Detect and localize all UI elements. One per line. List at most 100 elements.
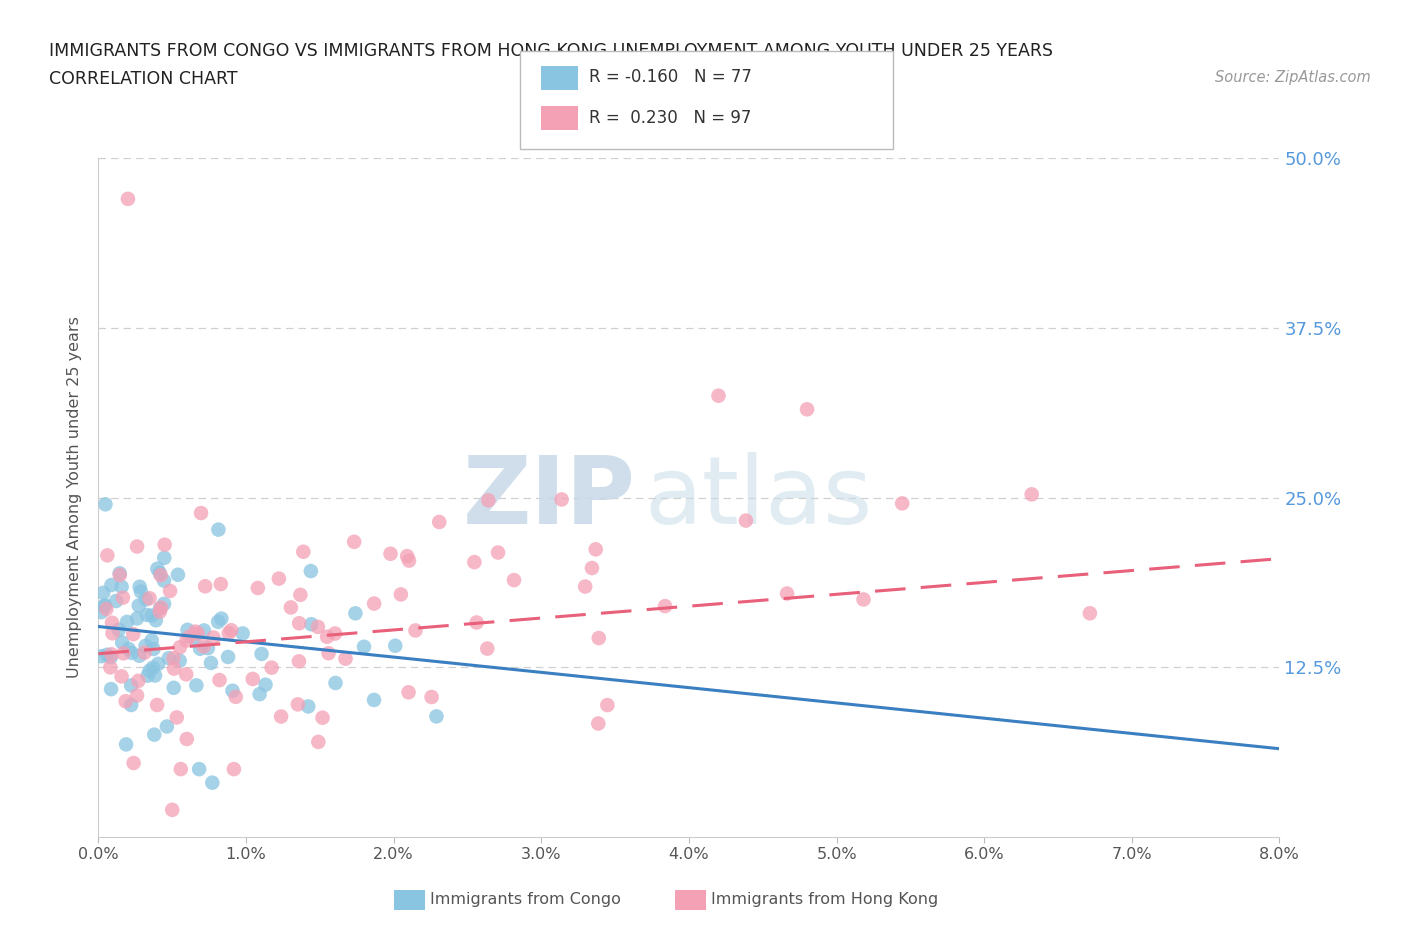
Point bbox=[141, 633, 163, 648]
Point bbox=[176, 732, 198, 747]
Point bbox=[398, 553, 420, 568]
Point bbox=[197, 641, 219, 656]
Point bbox=[194, 578, 217, 593]
Point bbox=[149, 567, 172, 582]
Point bbox=[503, 573, 526, 588]
Point bbox=[135, 591, 157, 606]
Point bbox=[149, 604, 172, 619]
Point bbox=[389, 587, 412, 602]
Point bbox=[654, 599, 676, 614]
Point bbox=[100, 578, 122, 592]
Point bbox=[115, 615, 138, 630]
Point bbox=[146, 562, 169, 577]
Text: R =  0.230   N = 97: R = 0.230 N = 97 bbox=[589, 109, 751, 127]
Point bbox=[153, 596, 176, 611]
Point bbox=[101, 616, 124, 631]
Point bbox=[174, 667, 197, 682]
Point bbox=[125, 539, 148, 554]
Point bbox=[1021, 487, 1043, 502]
Point bbox=[125, 688, 148, 703]
Point bbox=[138, 663, 160, 678]
Point bbox=[115, 737, 138, 751]
Point bbox=[396, 549, 419, 564]
Point bbox=[190, 506, 212, 521]
Point bbox=[94, 497, 117, 512]
Point bbox=[125, 611, 148, 626]
Point bbox=[287, 697, 309, 711]
Text: ZIP: ZIP bbox=[463, 452, 636, 543]
Point bbox=[323, 626, 346, 641]
Point bbox=[153, 573, 176, 588]
Point bbox=[163, 661, 186, 676]
Point bbox=[122, 627, 145, 642]
Point bbox=[335, 651, 357, 666]
Point bbox=[128, 579, 150, 594]
Point bbox=[136, 607, 159, 622]
Point bbox=[222, 762, 245, 777]
Point bbox=[157, 651, 180, 666]
Point bbox=[91, 585, 114, 600]
Point bbox=[96, 548, 118, 563]
Point bbox=[353, 639, 375, 654]
Point bbox=[288, 616, 311, 631]
Point bbox=[796, 402, 818, 417]
Point bbox=[127, 673, 149, 688]
Point bbox=[250, 646, 273, 661]
Point bbox=[188, 642, 211, 657]
Point bbox=[153, 551, 176, 565]
Point bbox=[94, 598, 117, 613]
Point bbox=[159, 583, 181, 598]
Point bbox=[325, 675, 347, 690]
Point bbox=[384, 638, 406, 653]
Point bbox=[267, 571, 290, 586]
Point bbox=[162, 803, 183, 817]
Point bbox=[146, 698, 169, 712]
Point bbox=[891, 496, 914, 511]
Point bbox=[588, 716, 610, 731]
Point bbox=[193, 639, 215, 654]
Point bbox=[100, 650, 122, 665]
Point bbox=[307, 735, 329, 750]
Point bbox=[254, 677, 277, 692]
Point bbox=[316, 630, 339, 644]
Point bbox=[181, 631, 204, 645]
Point bbox=[163, 681, 186, 696]
Point bbox=[852, 592, 875, 607]
Point bbox=[299, 564, 322, 578]
Point bbox=[121, 645, 143, 660]
Point bbox=[136, 669, 159, 684]
Text: CORRELATION CHART: CORRELATION CHART bbox=[49, 70, 238, 87]
Point bbox=[585, 542, 607, 557]
Point bbox=[209, 611, 232, 626]
Point bbox=[486, 545, 509, 560]
Point bbox=[292, 544, 315, 559]
Point bbox=[105, 593, 128, 608]
Point bbox=[117, 192, 139, 206]
Point bbox=[141, 608, 163, 623]
Point bbox=[128, 598, 150, 613]
Point bbox=[188, 762, 211, 777]
Text: Source: ZipAtlas.com: Source: ZipAtlas.com bbox=[1215, 70, 1371, 85]
Point bbox=[209, 577, 232, 591]
Point bbox=[184, 624, 207, 639]
Point bbox=[108, 567, 131, 582]
Text: atlas: atlas bbox=[644, 452, 872, 543]
Point bbox=[270, 709, 292, 724]
Point bbox=[581, 561, 603, 576]
Point bbox=[179, 629, 201, 644]
Point bbox=[307, 619, 329, 634]
Point bbox=[93, 599, 115, 614]
Point bbox=[114, 694, 136, 709]
Point bbox=[311, 711, 333, 725]
Point bbox=[169, 654, 191, 669]
Point bbox=[363, 693, 385, 708]
Point bbox=[166, 710, 188, 724]
Text: IMMIGRANTS FROM CONGO VS IMMIGRANTS FROM HONG KONG UNEMPLOYMENT AMONG YOUTH UNDE: IMMIGRANTS FROM CONGO VS IMMIGRANTS FROM… bbox=[49, 42, 1053, 60]
Point bbox=[138, 591, 160, 605]
Point bbox=[142, 660, 165, 675]
Point bbox=[260, 660, 283, 675]
Point bbox=[176, 633, 198, 648]
Point bbox=[221, 684, 243, 698]
Point bbox=[463, 554, 485, 569]
Point bbox=[404, 623, 426, 638]
